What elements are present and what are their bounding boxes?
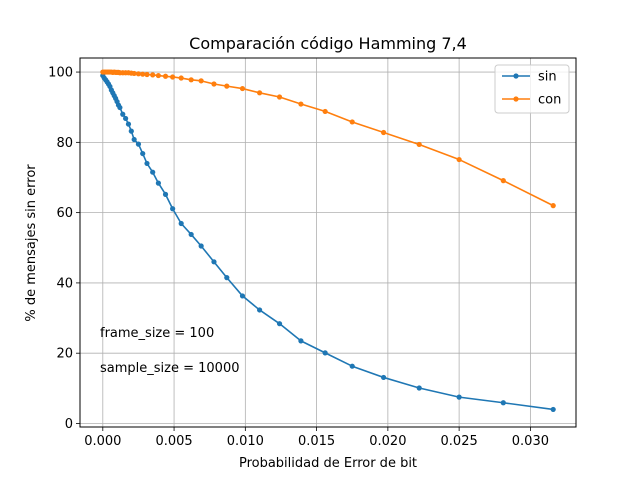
data-point-sin <box>140 150 146 157</box>
data-point-sin <box>162 191 169 197</box>
data-point-sin <box>500 400 506 406</box>
data-point-sin <box>178 220 184 227</box>
y-tick-label: 80 <box>56 136 73 151</box>
data-point-con <box>211 81 217 87</box>
data-point-sin <box>456 394 462 400</box>
legend: sin con <box>494 64 570 114</box>
data-point-sin <box>150 169 156 175</box>
grid <box>80 58 576 427</box>
data-point-sin <box>125 121 132 127</box>
chart-title: Comparación código Hamming 7,4 <box>189 34 467 53</box>
data-point-sin <box>550 406 556 413</box>
data-point-sin <box>144 160 150 167</box>
data-point-con <box>162 73 169 79</box>
ticks: 0.000 0.005 0.010 0.015 0.020 0.025 0.030 0 20 40… <box>48 66 549 449</box>
series-area <box>100 69 556 413</box>
data-point-con <box>276 94 283 100</box>
data-point-sin <box>188 231 194 238</box>
data-point-con <box>188 77 194 83</box>
data-point-con <box>322 108 328 115</box>
data-point-con <box>144 71 150 78</box>
data-point-sin <box>349 363 355 369</box>
data-point-sin <box>131 136 137 143</box>
data-point-sin <box>135 141 142 147</box>
annotation-frame-size: frame_size = 100 <box>100 326 214 341</box>
data-point-con <box>500 178 506 184</box>
data-point-con <box>198 78 204 84</box>
x-tick-label: 0.015 <box>298 434 335 449</box>
data-point-con <box>131 70 137 77</box>
data-point-con <box>298 101 304 107</box>
series-con <box>100 69 556 209</box>
y-tick-label: 40 <box>56 276 73 291</box>
data-point-con <box>239 85 246 92</box>
data-point-sin <box>128 128 134 134</box>
data-point-sin <box>239 293 246 299</box>
data-point-sin <box>416 385 422 391</box>
legend-box <box>494 64 570 114</box>
data-point-con <box>380 129 387 136</box>
y-tick-label: 60 <box>56 206 73 221</box>
data-point-con <box>140 71 146 77</box>
data-point-con <box>135 71 142 77</box>
data-point-sin <box>256 307 263 313</box>
y-tick-label: 20 <box>56 347 73 362</box>
data-point-sin <box>224 275 230 281</box>
data-point-con <box>224 83 230 89</box>
x-tick-label: 0.025 <box>441 434 478 449</box>
legend-marker-sin <box>513 73 519 79</box>
data-point-sin <box>380 374 387 381</box>
data-point-con <box>550 203 556 209</box>
data-point-con <box>150 72 156 78</box>
legend-label-sin: sin <box>538 70 557 85</box>
x-tick-label: 0.030 <box>512 434 549 449</box>
legend-marker-con <box>513 96 519 102</box>
data-point-con <box>456 156 462 163</box>
data-point-con <box>155 72 161 79</box>
plot-frame <box>79 57 577 428</box>
data-point-con <box>170 74 176 80</box>
data-point-sin <box>322 350 328 356</box>
data-point-con <box>256 90 263 96</box>
data-point-con <box>349 119 355 125</box>
y-axis-label: % de mensajes sin error <box>24 164 39 322</box>
data-point-sin <box>298 338 304 344</box>
data-point-con <box>178 75 184 81</box>
x-axis-label: Probabilidad de Error de bit <box>239 456 417 471</box>
x-tick-label: 0.000 <box>84 434 121 449</box>
x-tick-label: 0.010 <box>227 434 264 449</box>
data-point-sin <box>155 180 161 186</box>
x-tick-label: 0.020 <box>369 434 406 449</box>
data-point-sin <box>120 111 126 117</box>
y-tick-label: 100 <box>48 66 73 81</box>
data-point-sin <box>276 321 283 327</box>
data-point-sin <box>117 104 123 111</box>
data-point-sin <box>170 206 176 212</box>
y-tick-label: 0 <box>65 417 73 432</box>
x-tick-label: 0.005 <box>155 434 192 449</box>
annotation-sample-size: sample_size = 10000 <box>100 361 239 376</box>
legend-label-con: con <box>538 93 561 108</box>
data-point-con <box>416 141 422 148</box>
data-point-sin <box>198 243 204 249</box>
data-point-sin <box>211 259 217 265</box>
data-point-sin <box>123 115 129 122</box>
series-sin <box>100 72 556 413</box>
